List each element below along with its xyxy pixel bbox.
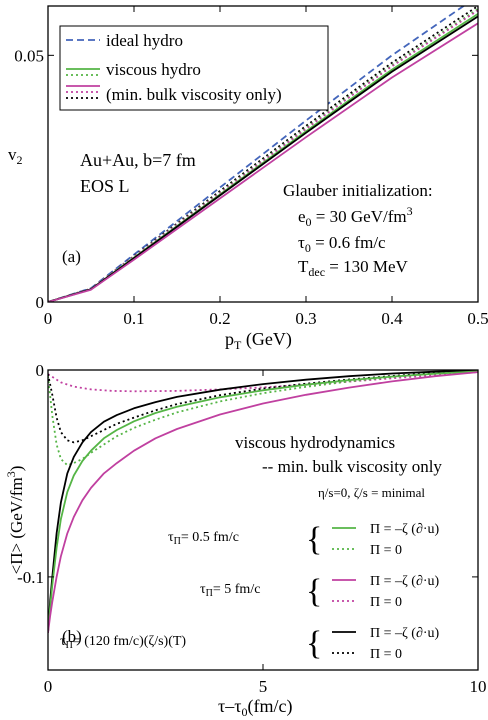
panel-a-curves xyxy=(48,6,478,302)
annotation-eos: EOS L xyxy=(80,176,130,196)
panel-a-series-6-line xyxy=(48,22,478,302)
panel-a-label: (a) xyxy=(62,247,81,266)
x-tick-label: 0.5 xyxy=(467,309,488,328)
group3-eq-zero: Π = 0 xyxy=(370,647,402,662)
panel-b-curves xyxy=(48,370,478,633)
x-tick-label: 10 xyxy=(470,677,487,696)
group3-brace: { xyxy=(306,625,322,662)
x-tick-label: 0 xyxy=(44,309,53,328)
legend-box xyxy=(59,25,329,111)
group1-eq-zero: Π = 0 xyxy=(370,543,402,558)
x-tick-label: 0.3 xyxy=(295,309,316,328)
panel-a-xlabel: pT (GeV) xyxy=(225,329,292,352)
panel-b: 0 5 10 0 -0.1 viscous hydrodynamics -- min. … xyxy=(4,361,487,719)
group1-brace: { xyxy=(306,521,322,558)
y-tick-label: 0 xyxy=(36,293,45,312)
annotation-system: Au+Au, b=7 fm xyxy=(80,150,196,170)
panel-a: 0 0.1 0.2 0.3 0.4 0.5 0 0.05 ideal hydro viscou… xyxy=(8,5,488,352)
group1-eq-nonzero: Π = –ζ (∂·u) xyxy=(370,522,440,537)
panel-a-ticks: 0 0.1 0.2 0.3 0.4 0.5 0 0.05 xyxy=(14,6,488,328)
x-tick-label: 0 xyxy=(44,677,53,696)
group2-label: τΠ= 5 fm/c xyxy=(200,582,260,599)
panel-b-label: (b) xyxy=(62,627,82,646)
panel-b-title-1: viscous hydrodynamics xyxy=(235,433,395,452)
legend-group-tau-formula: τΠ= (120 fm/c)(ζ/s)(T) { Π = –ζ (∂·u) Π … xyxy=(60,625,440,662)
group2-eq-zero: Π = 0 xyxy=(370,595,402,610)
panel-a-ylabel: v2 xyxy=(8,145,23,167)
legend-group-tau-5: τΠ= 5 fm/c { Π = –ζ (∂·u) Π = 0 xyxy=(200,573,440,610)
legend-label-ideal: ideal hydro xyxy=(106,31,183,50)
legend-label-viscous: viscous hydro xyxy=(106,60,201,79)
y-tick-label: 0 xyxy=(36,361,45,380)
panel-b-series-2-line xyxy=(48,370,478,444)
panel-b-xlabel: τ–τ0(fm/c) xyxy=(218,696,292,719)
panel-b-ticks: 0 5 10 0 -0.1 xyxy=(17,361,486,696)
y-tick-label: 0.05 xyxy=(14,46,44,65)
x-tick-label: 5 xyxy=(259,677,268,696)
panel-b-series-3-line xyxy=(48,370,478,633)
group2-brace: { xyxy=(306,573,322,610)
annotation-tdec: Tdec = 130 MeV xyxy=(298,257,409,279)
annotation-glauber-title: Glauber initialization: xyxy=(283,181,433,200)
panel-a-legend: ideal hydro viscous hydro (min. bulk vis… xyxy=(59,25,329,111)
panel-b-frame xyxy=(47,369,479,671)
legend-label-bulk: (min. bulk viscosity only) xyxy=(106,85,282,104)
legend-group-tau-0-5: τΠ= 0.5 fm/c { Π = –ζ (∂·u) Π = 0 xyxy=(168,521,440,558)
group2-eq-nonzero: Π = –ζ (∂·u) xyxy=(370,574,440,589)
x-tick-label: 0.2 xyxy=(209,309,230,328)
annotation-e0: e0 = 30 GeV/fm3 xyxy=(298,204,413,229)
panel-b-series-4-line xyxy=(48,370,478,633)
group3-label: τΠ= (120 fm/c)(ζ/s)(T) xyxy=(60,634,186,651)
x-tick-label: 0.4 xyxy=(381,309,403,328)
panel-b-params: η/s=0, ζ/s = minimal xyxy=(318,485,425,500)
panel-b-series-0-line xyxy=(48,371,478,393)
annotation-tau0: τ0 = 0.6 fm/c xyxy=(298,233,386,255)
panel-b-series-5-line xyxy=(48,371,478,633)
panel-b-ylabel: <Π> (GeV/fm3) xyxy=(4,466,26,575)
group1-label: τΠ= 0.5 fm/c xyxy=(168,530,239,547)
y-tick-label: -0.1 xyxy=(17,568,44,587)
x-tick-label: 0.1 xyxy=(123,309,144,328)
panel-b-series-1-line xyxy=(48,370,478,467)
panel-b-title-2: -- min. bulk viscosity only xyxy=(262,457,442,476)
group3-eq-nonzero: Π = –ζ (∂·u) xyxy=(370,626,440,641)
panel-a-frame xyxy=(47,5,479,303)
